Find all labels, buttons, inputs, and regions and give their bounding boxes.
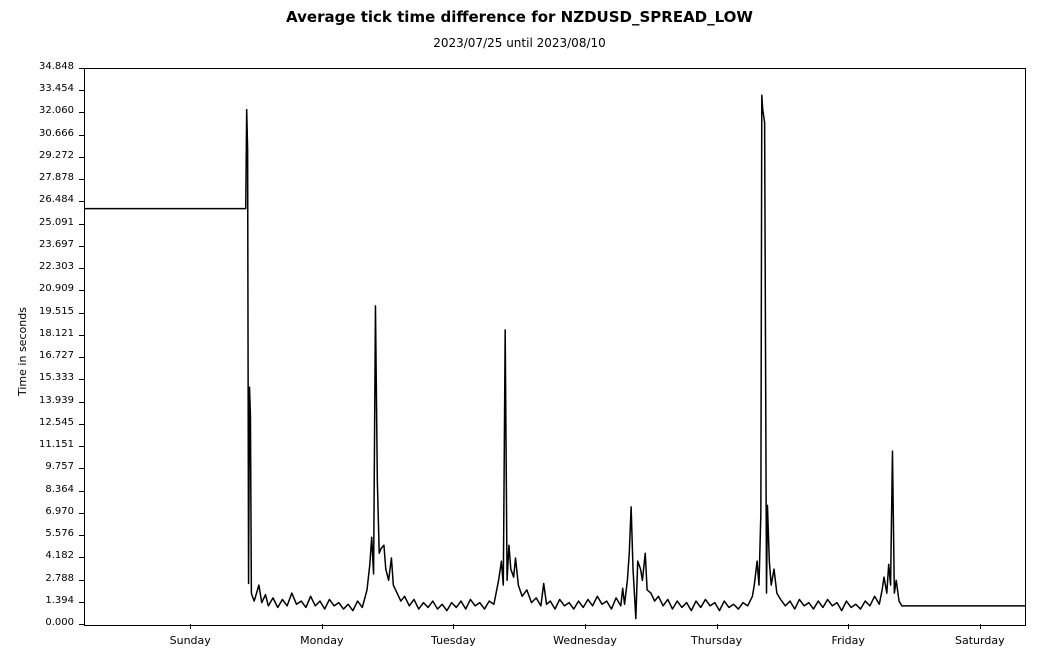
- ytick-label: 30.666: [0, 128, 74, 139]
- xtick-mark: [717, 624, 718, 629]
- ytick-mark: [79, 135, 84, 136]
- ytick-mark: [79, 491, 84, 492]
- ytick-mark: [79, 535, 84, 536]
- xtick-mark: [848, 624, 849, 629]
- ytick-label: 20.909: [0, 283, 74, 294]
- ytick-label: 29.272: [0, 150, 74, 161]
- ytick-mark: [79, 68, 84, 69]
- ytick-mark: [79, 313, 84, 314]
- ytick-label: 1.394: [0, 595, 74, 606]
- chart-container: Average tick time difference for NZDUSD_…: [0, 0, 1039, 664]
- ytick-mark: [79, 90, 84, 91]
- ytick-mark: [79, 201, 84, 202]
- ytick-mark: [79, 602, 84, 603]
- xtick-label: Tuesday: [403, 634, 503, 647]
- xtick-label: Saturday: [930, 634, 1030, 647]
- ytick-mark: [79, 335, 84, 336]
- ytick-label: 5.576: [0, 528, 74, 539]
- ytick-label: 0.000: [0, 617, 74, 628]
- ytick-label: 34.848: [0, 61, 74, 72]
- xtick-label: Sunday: [140, 634, 240, 647]
- plot-area: [84, 68, 1026, 626]
- line-series: [85, 69, 1025, 625]
- ytick-label: 33.454: [0, 83, 74, 94]
- ytick-mark: [79, 357, 84, 358]
- xtick-mark: [980, 624, 981, 629]
- ytick-mark: [79, 157, 84, 158]
- ytick-mark: [79, 513, 84, 514]
- ytick-label: 12.545: [0, 417, 74, 428]
- ytick-label: 16.727: [0, 350, 74, 361]
- ytick-mark: [79, 290, 84, 291]
- ytick-mark: [79, 424, 84, 425]
- xtick-label: Wednesday: [535, 634, 635, 647]
- ytick-mark: [79, 268, 84, 269]
- ytick-label: 27.878: [0, 172, 74, 183]
- ytick-mark: [79, 624, 84, 625]
- ytick-mark: [79, 112, 84, 113]
- xtick-label: Friday: [798, 634, 898, 647]
- ytick-label: 18.121: [0, 328, 74, 339]
- xtick-label: Monday: [272, 634, 372, 647]
- ytick-label: 9.757: [0, 461, 74, 472]
- ytick-label: 6.970: [0, 506, 74, 517]
- ytick-mark: [79, 468, 84, 469]
- ytick-mark: [79, 246, 84, 247]
- ytick-label: 8.364: [0, 484, 74, 495]
- ytick-label: 23.697: [0, 239, 74, 250]
- ytick-label: 22.303: [0, 261, 74, 272]
- ytick-mark: [79, 580, 84, 581]
- xtick-mark: [322, 624, 323, 629]
- ytick-mark: [79, 446, 84, 447]
- ytick-label: 32.060: [0, 105, 74, 116]
- data-line: [85, 95, 1025, 618]
- xtick-mark: [585, 624, 586, 629]
- ytick-mark: [79, 402, 84, 403]
- xtick-mark: [190, 624, 191, 629]
- ytick-label: 2.788: [0, 573, 74, 584]
- ytick-label: 13.939: [0, 395, 74, 406]
- xtick-label: Thursday: [667, 634, 767, 647]
- xtick-mark: [453, 624, 454, 629]
- ytick-label: 15.333: [0, 372, 74, 383]
- ytick-mark: [79, 179, 84, 180]
- chart-subtitle: 2023/07/25 until 2023/08/10: [0, 36, 1039, 50]
- ytick-label: 4.182: [0, 550, 74, 561]
- ytick-label: 19.515: [0, 306, 74, 317]
- ytick-label: 25.091: [0, 217, 74, 228]
- ytick-label: 11.151: [0, 439, 74, 450]
- ytick-mark: [79, 557, 84, 558]
- ytick-mark: [79, 224, 84, 225]
- ytick-mark: [79, 379, 84, 380]
- ytick-label: 26.484: [0, 194, 74, 205]
- chart-title: Average tick time difference for NZDUSD_…: [0, 8, 1039, 26]
